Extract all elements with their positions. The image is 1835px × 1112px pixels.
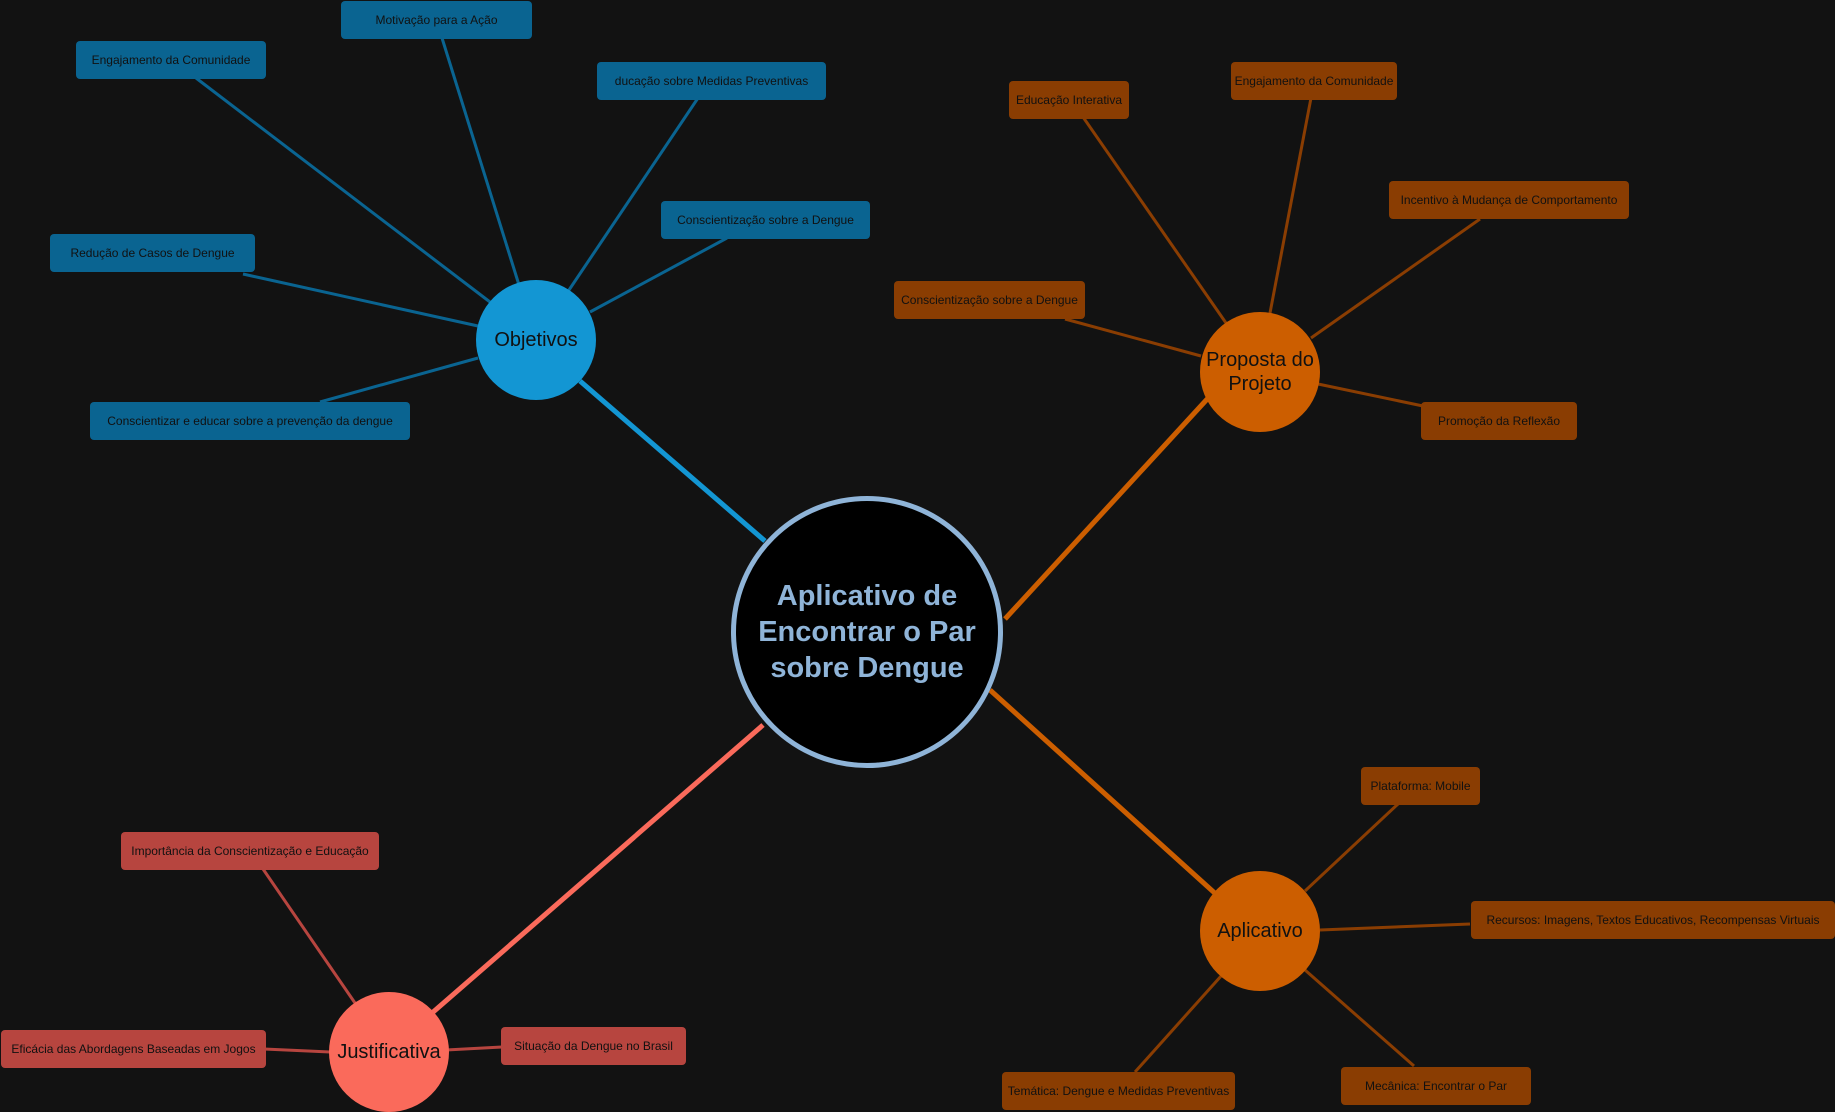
link-just-1 [261, 868, 357, 1004]
leaf-engajamento-comunidade-obj[interactable]: Engajamento da Comunidade [76, 41, 266, 79]
leaf-eficacia-abordagens[interactable]: Eficácia das Abordagens Baseadas em Jogo… [1, 1030, 266, 1068]
branch-justificativa-label: Justificativa [337, 1041, 441, 1063]
link-prop-4 [1064, 317, 1202, 358]
leaf-incentivo-mudanca[interactable]: Incentivo à Mudança de Comportamento [1389, 181, 1629, 219]
link-prop-3 [1310, 217, 1481, 340]
leaf-situacao-dengue[interactable]: Situação da Dengue no Brasil [501, 1027, 686, 1065]
link-app-4 [1304, 968, 1415, 1068]
central-topic-label: Aplicativo de Encontrar o Par sobre Deng… [758, 580, 976, 684]
leaf-engajamento-comunidade-prop[interactable]: Engajamento da Comunidade [1231, 62, 1397, 100]
link-prop-5 [1317, 382, 1424, 408]
link-root-justificativa [430, 723, 765, 1015]
branch-aplicativo[interactable]: Aplicativo [1200, 871, 1320, 991]
leaf-mecanica[interactable]: Mecânica: Encontrar o Par [1341, 1067, 1531, 1105]
link-prop-1 [1081, 116, 1228, 324]
leaf-recursos[interactable]: Recursos: Imagens, Textos Educativos, Re… [1471, 901, 1835, 939]
link-app-3 [1133, 973, 1224, 1074]
link-prop-2 [1268, 97, 1313, 314]
leaf-plataforma[interactable]: Plataforma: Mobile [1361, 767, 1480, 805]
leaf-conscientizacao-dengue-obj[interactable]: Conscientização sobre a Dengue [661, 201, 870, 239]
link-obj-4 [589, 236, 728, 314]
link-obj-5 [242, 272, 479, 328]
leaf-importancia-conscientizacao[interactable]: Importância da Conscientização e Educaçã… [121, 832, 379, 870]
leaf-educacao-medidas[interactable]: ducação sobre Medidas Preventivas [597, 62, 826, 100]
branch-proposta[interactable]: Proposta do Projeto [1200, 312, 1320, 432]
link-obj-1 [440, 37, 521, 286]
branch-aplicativo-label: Aplicativo [1217, 920, 1303, 942]
link-just-2 [263, 1047, 331, 1054]
leaf-tematica[interactable]: Temática: Dengue e Medidas Preventivas [1002, 1072, 1235, 1110]
leaf-conscientizacao-dengue-prop[interactable]: Conscientização sobre a Dengue [894, 281, 1085, 319]
leaf-conscientizar-educar[interactable]: Conscientizar e educar sobre a prevenção… [90, 402, 410, 440]
central-topic[interactable]: Aplicativo de Encontrar o Par sobre Deng… [731, 496, 1003, 768]
link-root-proposta [1003, 394, 1212, 621]
branch-objetivos[interactable]: Objetivos [476, 280, 596, 400]
leaf-promocao-reflexao[interactable]: Promoção da Reflexão [1421, 402, 1577, 440]
link-root-aplicativo [988, 688, 1220, 898]
branch-objetivos-label: Objetivos [494, 329, 578, 351]
leaf-motivacao-acao[interactable]: Motivação para a Ação [341, 1, 532, 39]
leaf-educacao-interativa[interactable]: Educação Interativa [1009, 81, 1129, 119]
branch-proposta-label: Proposta do Projeto [1206, 349, 1314, 395]
branch-justificativa[interactable]: Justificativa [329, 992, 449, 1112]
link-obj-2 [195, 76, 491, 304]
link-obj-3 [565, 97, 700, 294]
link-just-3 [445, 1045, 503, 1052]
link-app-1 [1303, 802, 1400, 893]
link-root-objetivos [578, 379, 767, 543]
link-app-2 [1319, 922, 1471, 932]
link-obj-6 [319, 356, 479, 404]
leaf-reducao-casos[interactable]: Redução de Casos de Dengue [50, 234, 255, 272]
